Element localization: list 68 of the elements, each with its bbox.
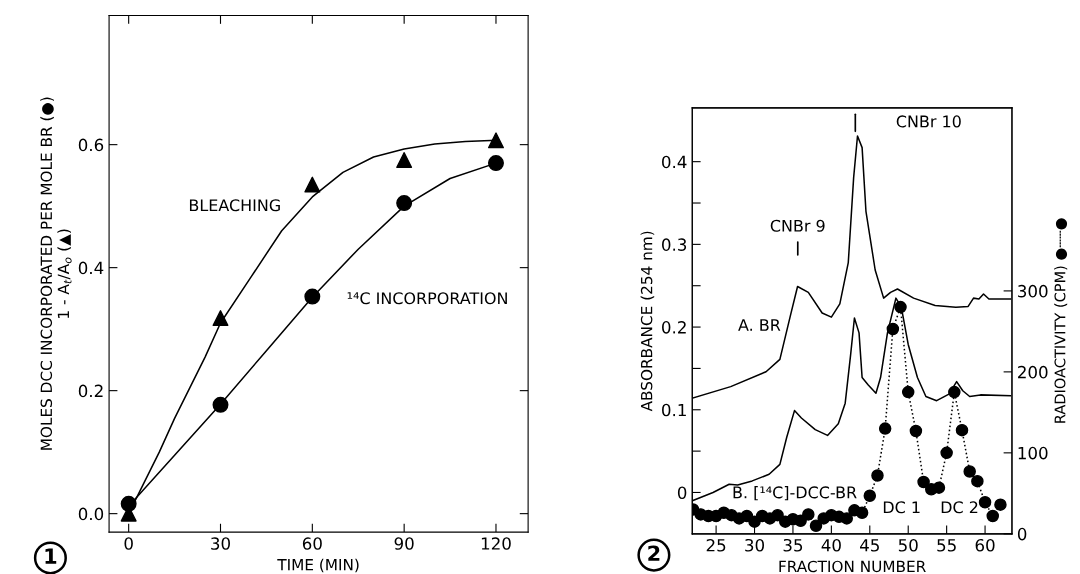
x-tick-label: 0 (124, 537, 133, 550)
annotation: BLEACHING (189, 199, 280, 212)
y2-tick-label: 200 (1018, 365, 1048, 379)
y-tick-label: 0.2 (662, 321, 686, 334)
y-axis-title: MOLES DCC INCORPORATED PER MOLE BR (●) 1 - A$_{t}$/A$_{o}$ (▲) (40, 97, 72, 450)
x-tick-label: 45 (860, 539, 879, 552)
point (794, 514, 807, 528)
y-tick-label: 0.1 (662, 403, 686, 417)
annotation: A. BR (738, 319, 781, 331)
point (955, 423, 969, 437)
x-axis-title: TIME (MIN) (277, 558, 359, 573)
point (840, 512, 853, 525)
y-axis-title: ABSORBANCE (254 nm) (640, 231, 655, 412)
x-tick-label: 40 (821, 538, 841, 552)
y2-tick-label: 0 (1017, 527, 1027, 541)
point (963, 465, 976, 478)
point (886, 322, 900, 336)
x-tick-label: 30 (211, 537, 230, 550)
point (212, 310, 229, 327)
point (978, 495, 992, 509)
text: 2 (648, 545, 660, 561)
point (986, 509, 999, 523)
y2-tick-label: 100 (1018, 446, 1048, 460)
y-tick-label: 0.4 (78, 261, 104, 275)
point (894, 300, 907, 314)
point (396, 152, 413, 169)
annotation: DC 2 (941, 501, 978, 514)
point (917, 475, 930, 489)
point (971, 474, 984, 488)
point (871, 469, 884, 482)
y-tick-label: 0.2 (78, 384, 103, 398)
point (855, 506, 869, 520)
point (878, 422, 892, 435)
y-tick-label: 0.3 (662, 238, 687, 251)
point (802, 508, 815, 521)
y-tick-label: 0.0 (78, 507, 104, 521)
point (488, 132, 504, 149)
annotation: CNBr 9 (770, 219, 825, 232)
annotation: ¹⁴C INCORPORATION (347, 292, 507, 305)
y-tick-label: 0.6 (78, 138, 104, 152)
text: 1 (45, 548, 57, 564)
point (304, 176, 321, 193)
x-tick-label: 60 (302, 537, 322, 550)
x-tick-label: 55 (937, 539, 956, 552)
y-tick-label: 0.4 (662, 155, 687, 169)
y2-axis-title: RADIOACTIVITY (CPM) ●┄┄● (1054, 218, 1068, 423)
point (901, 385, 915, 399)
x-tick-label: 30 (745, 538, 765, 552)
point (909, 424, 923, 438)
y2-tick-label: 300 (1018, 284, 1048, 298)
y-tick-label: 0 (677, 486, 687, 500)
x-tick-label: 120 (481, 537, 511, 550)
x-tick-label: 60 (975, 538, 995, 552)
x-tick-label: 25 (706, 538, 726, 552)
point (994, 498, 1007, 511)
annotation: CNBr 10 (896, 115, 961, 128)
x-axis-title: FRACTION NUMBER (779, 560, 926, 573)
x-tick-label: 90 (394, 537, 414, 550)
x-tick-label: 35 (783, 538, 803, 552)
x-tick-label: 50 (898, 538, 918, 552)
point (948, 385, 961, 399)
annotation: DC 1 (883, 501, 920, 514)
point (488, 155, 504, 172)
point (940, 446, 953, 460)
annotation: B. [¹⁴C]-DCC-BR (733, 486, 857, 501)
point (863, 489, 877, 503)
point (932, 481, 946, 494)
point (809, 519, 823, 532)
